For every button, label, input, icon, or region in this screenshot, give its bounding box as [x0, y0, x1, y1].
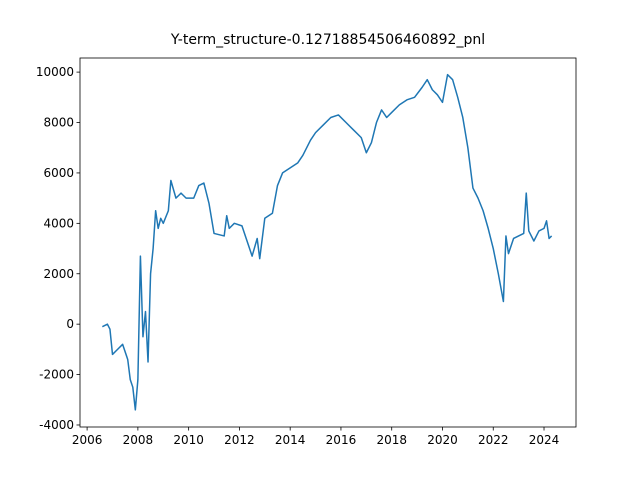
y-tick-label: 2000: [43, 267, 74, 281]
y-tick-label: -2000: [39, 368, 74, 382]
y-tick-label: 6000: [43, 166, 74, 180]
y-tick-label: 0: [66, 317, 74, 331]
x-tick-label: 2018: [376, 433, 407, 447]
x-tick-label: 2008: [123, 433, 154, 447]
x-tick-label: 2010: [173, 433, 204, 447]
x-tick-label: 2016: [326, 433, 357, 447]
x-tick-label: 2012: [224, 433, 255, 447]
y-tick-label: 4000: [43, 216, 74, 230]
axes-frame: [79, 57, 577, 428]
plot-area: -4000 -2000 0 2000 4000 6000 8000 10000 2006 2008…: [36, 65, 559, 447]
series-line: [102, 73, 553, 411]
x-tick-label: 2022: [478, 433, 509, 447]
x-tick-label: 2024: [529, 433, 560, 447]
y-tick-label: 10000: [36, 65, 74, 79]
y-tick-label: -4000: [39, 418, 74, 432]
x-tick-label: 2006: [72, 433, 103, 447]
chart-title: Y-term_structure-0.12718854506460892_pnl: [170, 32, 485, 48]
y-tick-label: 8000: [43, 116, 74, 130]
x-tick-label: 2020: [427, 433, 458, 447]
x-tick-label: 2014: [275, 433, 306, 447]
